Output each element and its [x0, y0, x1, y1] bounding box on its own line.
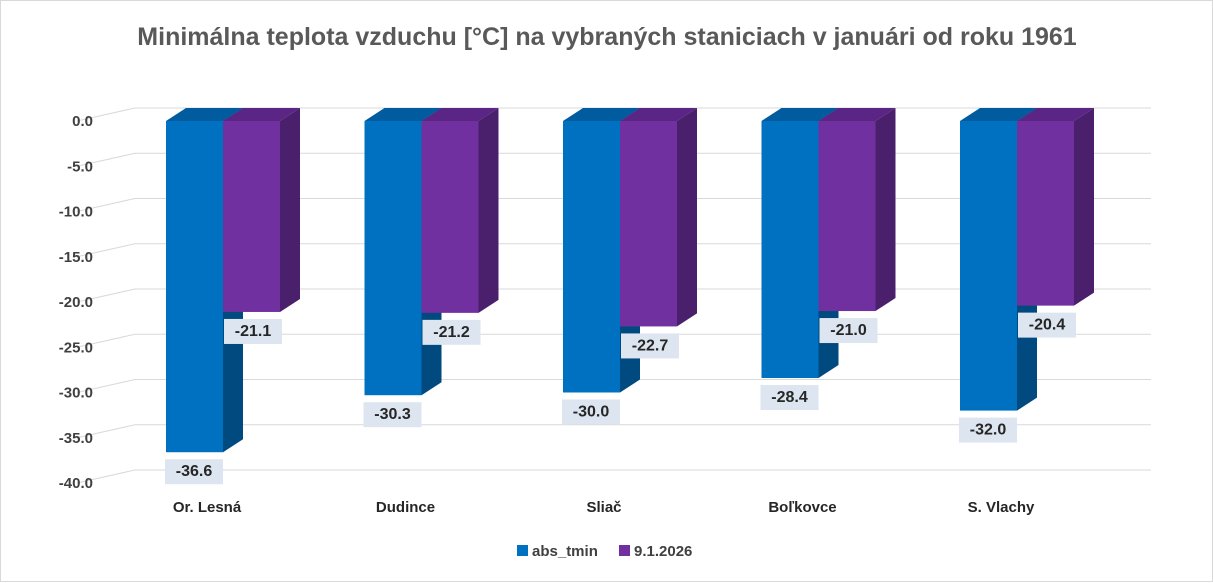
- data-label-box: [224, 318, 282, 344]
- bar-side-face: [478, 108, 499, 313]
- y-axis-tick-labels: 0.0 -5.0 -10.0 -15.0 -20.0 -25.0 -30.0 -35.0 -40…: [59, 113, 93, 492]
- data-label-9-1-2026-slia: -22.7: [621, 333, 679, 359]
- category-label-dudince: Dudince: [376, 499, 435, 516]
- bar-front-face: [563, 121, 620, 393]
- bar-front-face: [223, 121, 280, 312]
- data-label-9-1-2026-dudince: -21.2: [422, 319, 481, 345]
- x-axis-category-labels: Or. Lesná Dudince Sliač Boľkovce S. Vlachy: [173, 499, 1035, 516]
- data-label-box: [363, 402, 422, 428]
- bar-top-face: [818, 108, 896, 121]
- data-label-text: -32.0: [970, 422, 1007, 439]
- bar-top-face: [421, 108, 499, 121]
- data-label-text: -30.3: [374, 406, 411, 423]
- data-label-text: -21.2: [433, 324, 470, 341]
- bar-front-face: [421, 121, 479, 313]
- legend-label: abs_tmin: [532, 543, 598, 560]
- gridline: [76, 469, 1151, 484]
- data-label-box: [165, 459, 223, 485]
- y-tick-label: -35.0: [59, 430, 93, 447]
- y-tick-label: -40.0: [59, 475, 93, 492]
- bar-top-face: [563, 108, 640, 121]
- y-tick-label: -5.0: [67, 158, 93, 175]
- bar-top-face: [960, 108, 1037, 121]
- bar-9-1-2026-or-lesn: [223, 108, 300, 312]
- bar-side-face: [875, 108, 896, 312]
- category-label-or-lesn: Or. Lesná: [173, 499, 242, 516]
- bar-side-face: [1074, 108, 1094, 306]
- bar-top-face: [166, 108, 243, 121]
- data-label-text: -22.7: [632, 337, 669, 354]
- gridline: [76, 379, 1151, 393]
- bar-front-face: [960, 121, 1017, 411]
- data-label-box: [819, 318, 878, 344]
- y-tick-label: -30.0: [59, 385, 93, 402]
- data-label-box: [959, 417, 1017, 443]
- legend-swatch: [517, 545, 528, 556]
- bar-9-1-2026-dudince: [421, 108, 499, 313]
- legend-item-9-1-2026: 9.1.2026: [619, 543, 692, 560]
- bar-9-1-2026-bo-kovce: [818, 108, 896, 312]
- gridline: [76, 424, 1151, 439]
- bar-side-face: [280, 108, 300, 312]
- data-label-text: -21.1: [235, 323, 272, 340]
- data-label-text: -30.0: [573, 404, 610, 421]
- legend-item-abs-tmin: abs_tmin: [517, 543, 598, 560]
- data-label-abs-tmin-bo-kovce: -28.4: [760, 385, 819, 411]
- data-label-box: [422, 319, 481, 345]
- y-tick-label: -25.0: [59, 339, 93, 356]
- data-label-box: [621, 333, 679, 359]
- bar-front-face: [620, 121, 677, 327]
- legend-swatch: [619, 545, 630, 556]
- data-label-9-1-2026-bo-kovce: -21.0: [819, 318, 878, 344]
- bar-front-face: [818, 121, 876, 312]
- bar-9-1-2026-s-vlachy: [1017, 108, 1094, 306]
- data-label-box: [562, 399, 620, 425]
- data-label-text: -21.0: [830, 322, 867, 339]
- data-label-text: -36.6: [176, 463, 213, 480]
- bar-side-face: [677, 108, 697, 327]
- data-label-box: [760, 385, 819, 411]
- legend-label: 9.1.2026: [634, 543, 692, 560]
- bar-top-face: [364, 108, 442, 121]
- data-label-abs-tmin-s-vlachy: -32.0: [959, 417, 1017, 443]
- y-tick-label: 0.0: [72, 113, 93, 130]
- y-tick-label: -15.0: [59, 249, 93, 266]
- data-label-box: [1018, 312, 1076, 338]
- y-tick-label: -20.0: [59, 294, 93, 311]
- chart-title: Minimálna teplota vzduchu [°C] na vybran…: [137, 23, 1077, 51]
- bar-front-face: [1017, 121, 1074, 306]
- category-label-bo-kovce: Boľkovce: [768, 499, 836, 516]
- data-label-abs-tmin-or-lesn: -36.6: [165, 459, 223, 485]
- bar-front-face: [166, 121, 223, 453]
- data-label-abs-tmin-slia: -30.0: [562, 399, 620, 425]
- data-label-text: -20.4: [1029, 317, 1066, 334]
- bar-9-1-2026-slia: [620, 108, 697, 327]
- y-tick-label: -10.0: [59, 204, 93, 221]
- bars: [166, 108, 1094, 453]
- bar-top-face: [761, 108, 839, 121]
- data-label-9-1-2026-or-lesn: -21.1: [224, 318, 282, 344]
- bar-top-face: [223, 108, 300, 121]
- gridlines: [76, 107, 1151, 484]
- bar-front-face: [364, 121, 422, 396]
- bar-top-face: [620, 108, 697, 121]
- data-labels: -36.6 -21.1 -30.3 -21.2 -30.0 -22.7 -28.4 -21.0…: [165, 312, 1076, 485]
- category-label-slia: Sliač: [586, 499, 621, 516]
- data-label-abs-tmin-dudince: -30.3: [363, 402, 422, 428]
- category-label-s-vlachy: S. Vlachy: [968, 499, 1035, 516]
- bar-front-face: [761, 121, 819, 379]
- data-label-text: -28.4: [771, 389, 808, 406]
- data-label-9-1-2026-s-vlachy: -20.4: [1018, 312, 1076, 338]
- legend: abs_tmin 9.1.2026: [517, 543, 692, 560]
- bar-top-face: [1017, 108, 1094, 121]
